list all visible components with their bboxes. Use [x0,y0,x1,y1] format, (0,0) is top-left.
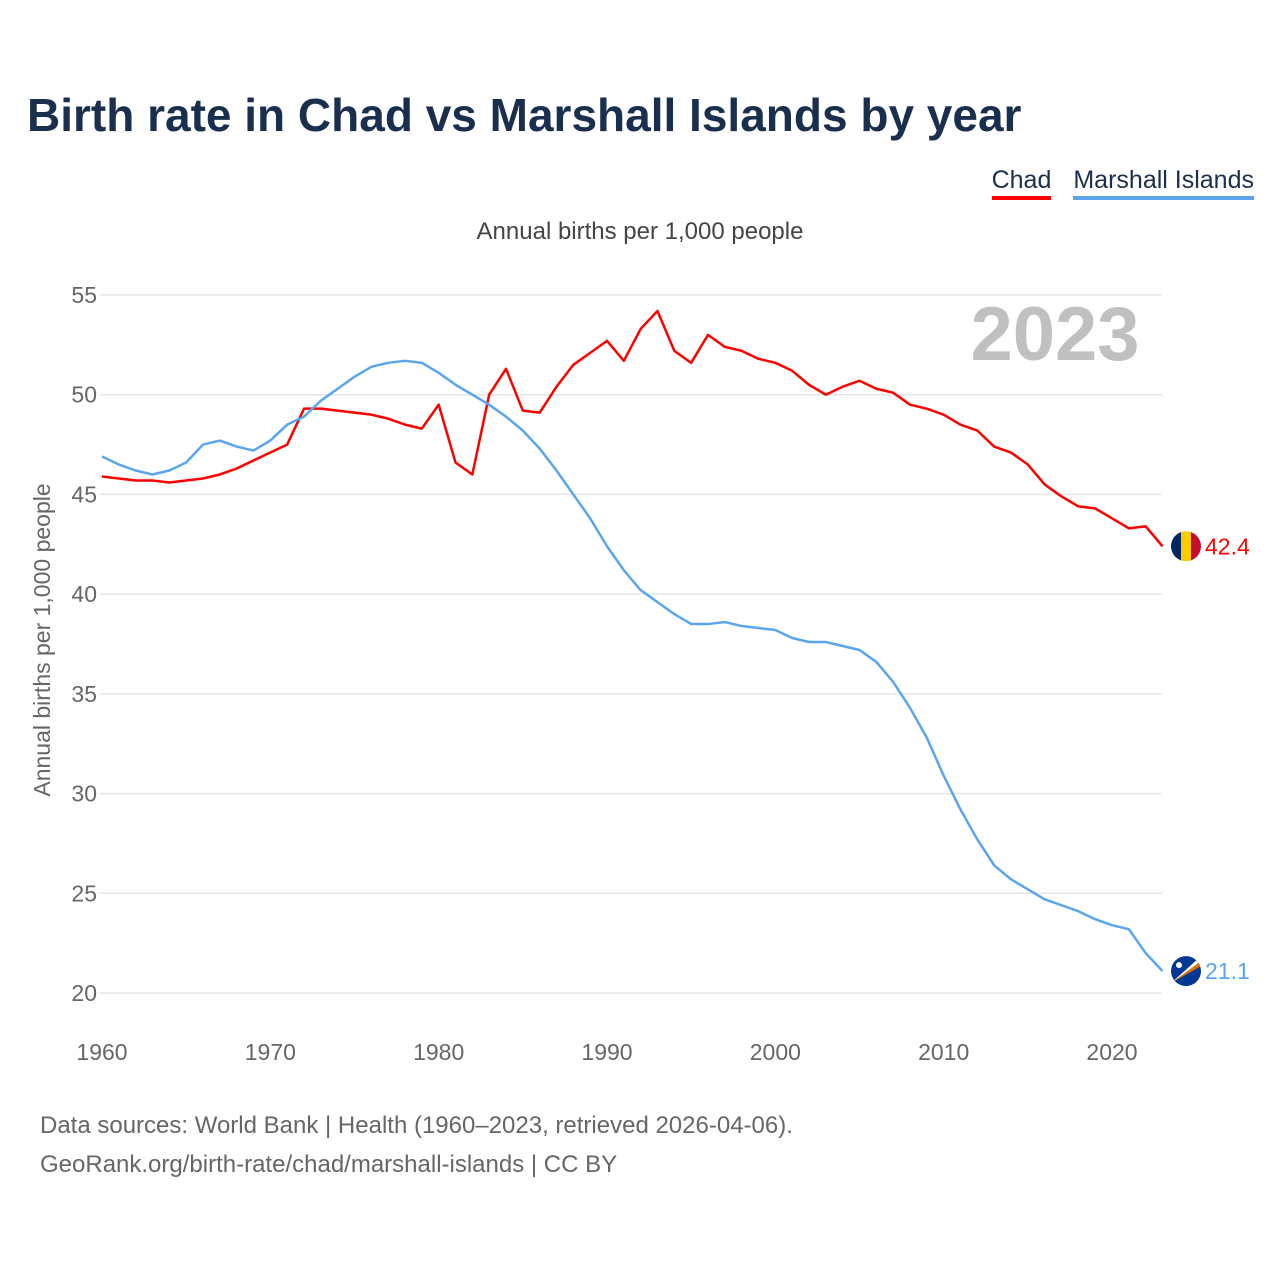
attribution-link[interactable]: GeoRank.org/birth-rate/chad/marshall-isl… [40,1151,618,1178]
series-line-chad [101,309,1164,548]
x-tick-label: 2000 [750,1039,801,1065]
end-value-label: 21.1 [1205,958,1250,984]
y-tick-label: 20 [71,980,97,1006]
y-tick-label: 55 [71,282,97,308]
y-tick-label: 25 [71,880,97,906]
marshall-islands-flag-icon [1171,956,1201,987]
x-tick-label: 1990 [581,1039,632,1065]
y-axis-label: Annual births per 1,000 people [29,483,55,796]
y-tick-label: 40 [71,581,97,607]
y-tick-label: 45 [71,481,97,507]
x-tick-label: 2010 [918,1039,969,1065]
y-tick-label: 35 [71,681,97,707]
legend-marshall-islands[interactable]: Marshall Islands [1073,166,1254,200]
source-text: Data sources: World Bank | Health (1960–… [40,1112,793,1139]
footer: Data sources: World Bank | Health (1960–… [40,1106,793,1184]
chart-subtitle: Annual births per 1,000 people [476,218,804,245]
x-tick-label: 1970 [245,1039,296,1065]
y-tick-label: 30 [71,781,97,807]
x-tick-label: 2020 [1086,1039,1137,1065]
legend-chad[interactable]: Chad [991,166,1052,200]
year-watermark: 2023 [970,292,1139,377]
series-line-marshall-islands [101,359,1164,972]
y-tick-label: 50 [71,382,97,408]
legend: Chad Marshall Islands [991,166,1254,200]
x-tick-label: 1980 [413,1039,464,1065]
end-value-label: 42.4 [1205,533,1250,559]
x-tick-label: 1960 [76,1039,127,1065]
chart-title: Birth rate in Chad vs Marshall Islands b… [27,89,1022,141]
chad-flag-icon [1171,531,1201,562]
